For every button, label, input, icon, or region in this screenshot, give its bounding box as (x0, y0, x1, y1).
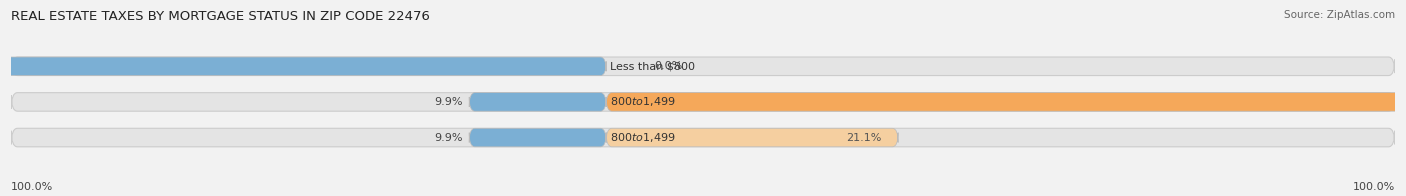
Text: Source: ZipAtlas.com: Source: ZipAtlas.com (1284, 10, 1395, 20)
FancyBboxPatch shape (11, 93, 1395, 111)
Text: 0.0%: 0.0% (655, 61, 683, 71)
FancyBboxPatch shape (11, 57, 1395, 75)
Text: 9.9%: 9.9% (434, 97, 463, 107)
Text: 100.0%: 100.0% (11, 182, 53, 192)
Text: Less than $800: Less than $800 (610, 61, 696, 71)
FancyBboxPatch shape (470, 128, 606, 147)
FancyBboxPatch shape (0, 57, 606, 75)
FancyBboxPatch shape (11, 128, 1395, 147)
FancyBboxPatch shape (606, 93, 1406, 111)
FancyBboxPatch shape (606, 128, 898, 147)
Text: $800 to $1,499: $800 to $1,499 (610, 131, 676, 144)
FancyBboxPatch shape (470, 93, 606, 111)
Text: 9.9%: 9.9% (434, 132, 463, 142)
Text: $800 to $1,499: $800 to $1,499 (610, 95, 676, 108)
Text: REAL ESTATE TAXES BY MORTGAGE STATUS IN ZIP CODE 22476: REAL ESTATE TAXES BY MORTGAGE STATUS IN … (11, 10, 430, 23)
Text: 21.1%: 21.1% (846, 132, 882, 142)
Text: 100.0%: 100.0% (1353, 182, 1395, 192)
